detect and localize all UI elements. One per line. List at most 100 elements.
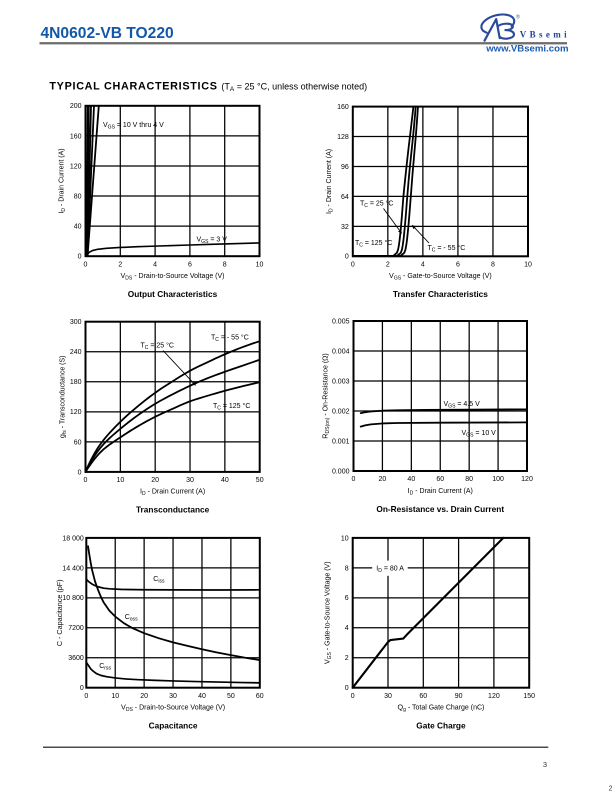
svg-text:TC = 125 °C: TC = 125 °C — [355, 239, 392, 249]
svg-text:50: 50 — [256, 477, 264, 484]
svg-text:Output Characteristics: Output Characteristics — [128, 289, 218, 299]
svg-text:Gate Charge: Gate Charge — [416, 721, 466, 731]
svg-text:Transfer Characteristics: Transfer Characteristics — [393, 289, 488, 299]
svg-text:www.VBsemi.com: www.VBsemi.com — [485, 44, 568, 55]
svg-text:4: 4 — [345, 625, 349, 632]
svg-text:VDS - Drain-to-Source Voltage: VDS - Drain-to-Source Voltage (V) — [121, 271, 225, 282]
svg-text:VBsemi: VBsemi — [520, 30, 570, 40]
svg-text:6: 6 — [188, 261, 192, 268]
svg-text:Capacitance: Capacitance — [149, 721, 198, 731]
svg-text:300: 300 — [70, 319, 82, 326]
svg-text:VGS = 10 V thru 4 V: VGS = 10 V thru 4 V — [103, 122, 164, 131]
svg-text:0: 0 — [84, 477, 88, 484]
svg-text:2: 2 — [386, 262, 390, 269]
svg-text:0: 0 — [84, 693, 88, 700]
svg-text:10: 10 — [256, 261, 264, 268]
svg-text:VGS = 10 V: VGS = 10 V — [462, 430, 497, 439]
svg-text:40: 40 — [407, 476, 415, 483]
svg-text:100: 100 — [492, 476, 504, 483]
svg-text:0: 0 — [351, 262, 355, 269]
svg-text:80: 80 — [465, 476, 473, 483]
svg-text:4N0602-VB TO220: 4N0602-VB TO220 — [41, 25, 175, 42]
svg-text:0: 0 — [78, 254, 82, 261]
svg-text:TC = - 55 °C: TC = - 55 °C — [211, 334, 249, 344]
svg-text:gfs - Transconductance (S): gfs - Transconductance (S) — [58, 355, 69, 438]
svg-text:30: 30 — [384, 693, 392, 700]
svg-text:10 800: 10 800 — [62, 595, 84, 602]
svg-text:32: 32 — [341, 224, 349, 231]
svg-text:Coss: Coss — [125, 614, 138, 623]
svg-text:®: ® — [516, 13, 520, 20]
svg-text:4: 4 — [153, 261, 157, 268]
svg-text:TC = - 55 °C: TC = - 55 °C — [428, 244, 466, 254]
svg-text:0: 0 — [351, 693, 355, 700]
svg-text:6: 6 — [345, 595, 349, 602]
svg-text:0: 0 — [78, 469, 82, 476]
svg-text:0: 0 — [80, 685, 84, 692]
svg-text:ID - Drain Current (A): ID - Drain Current (A) — [57, 148, 68, 213]
svg-text:3600: 3600 — [68, 655, 84, 662]
svg-text:0.000: 0.000 — [332, 468, 350, 475]
svg-text:RDS(on) - On-Resistance (Ω): RDS(on) - On-Resistance (Ω) — [321, 353, 332, 439]
svg-text:150: 150 — [523, 693, 535, 700]
svg-text:3: 3 — [543, 760, 547, 769]
svg-text:50: 50 — [227, 693, 235, 700]
svg-text:120: 120 — [521, 476, 533, 483]
svg-text:240: 240 — [70, 349, 82, 356]
svg-text:VGS - Gate-to-Source Voltage (: VGS - Gate-to-Source Voltage (V) — [323, 561, 334, 664]
svg-text:2: 2 — [609, 785, 612, 792]
svg-text:0: 0 — [345, 685, 349, 692]
svg-text:4: 4 — [421, 262, 425, 269]
svg-text:180: 180 — [70, 379, 82, 386]
svg-text:60: 60 — [419, 693, 427, 700]
svg-text:ID - Drain Current (A): ID - Drain Current (A) — [140, 487, 205, 498]
svg-text:TC = 25 °C: TC = 25 °C — [360, 199, 394, 209]
svg-text:160: 160 — [337, 104, 349, 111]
svg-text:Ciss: Ciss — [153, 576, 165, 585]
svg-text:0.001: 0.001 — [332, 438, 350, 445]
svg-text:40: 40 — [74, 224, 82, 231]
svg-text:14 400: 14 400 — [62, 565, 84, 572]
svg-text:8: 8 — [345, 565, 349, 572]
svg-text:On-Resistance vs. Drain Curren: On-Resistance vs. Drain Current — [376, 504, 504, 514]
svg-text:VGS - Gate-to-Source Voltage (: VGS - Gate-to-Source Voltage (V) — [389, 271, 492, 282]
svg-text:8: 8 — [223, 261, 227, 268]
svg-text:60: 60 — [256, 693, 264, 700]
svg-text:10: 10 — [116, 477, 124, 484]
svg-text:TYPICAL CHARACTERISTICS (TA =: TYPICAL CHARACTERISTICS (TA = 25 °C, unl… — [49, 80, 367, 93]
svg-text:96: 96 — [341, 164, 349, 171]
svg-text:ID - Drain Current (A): ID - Drain Current (A) — [324, 149, 335, 214]
svg-text:30: 30 — [169, 693, 177, 700]
svg-text:90: 90 — [455, 693, 463, 700]
svg-text:Qg - Total Gate Charge (nC): Qg - Total Gate Charge (nC) — [398, 703, 485, 714]
svg-text:2: 2 — [118, 261, 122, 268]
svg-text:10: 10 — [524, 262, 532, 269]
svg-text:0: 0 — [352, 476, 356, 483]
svg-text:0: 0 — [84, 261, 88, 268]
svg-text:VGS = 3 V: VGS = 3 V — [197, 236, 228, 245]
svg-text:60: 60 — [436, 476, 444, 483]
svg-text:TC = 25 °C: TC = 25 °C — [141, 341, 175, 351]
svg-text:Transconductance: Transconductance — [136, 505, 210, 515]
svg-text:20: 20 — [140, 693, 148, 700]
svg-text:10: 10 — [341, 535, 349, 542]
svg-text:0.002: 0.002 — [332, 408, 350, 415]
svg-text:120: 120 — [488, 693, 500, 700]
svg-text:80: 80 — [74, 193, 82, 200]
svg-text:64: 64 — [341, 194, 349, 201]
svg-text:40: 40 — [198, 693, 206, 700]
svg-text:120: 120 — [70, 163, 82, 170]
svg-text:8: 8 — [491, 262, 495, 269]
svg-text:2: 2 — [345, 655, 349, 662]
svg-text:20: 20 — [151, 477, 159, 484]
svg-text:7200: 7200 — [68, 625, 84, 632]
svg-text:0.005: 0.005 — [332, 318, 350, 325]
svg-text:0.004: 0.004 — [332, 348, 350, 355]
svg-text:ID - Drain Current (A): ID - Drain Current (A) — [408, 486, 473, 497]
svg-text:20: 20 — [379, 476, 387, 483]
svg-text:TC = 125 °C: TC = 125 °C — [213, 402, 250, 412]
svg-text:0.003: 0.003 — [332, 378, 350, 385]
svg-text:120: 120 — [70, 409, 82, 416]
svg-text:40: 40 — [221, 477, 229, 484]
svg-text:C - Capacitance (pF): C - Capacitance (pF) — [55, 579, 64, 646]
